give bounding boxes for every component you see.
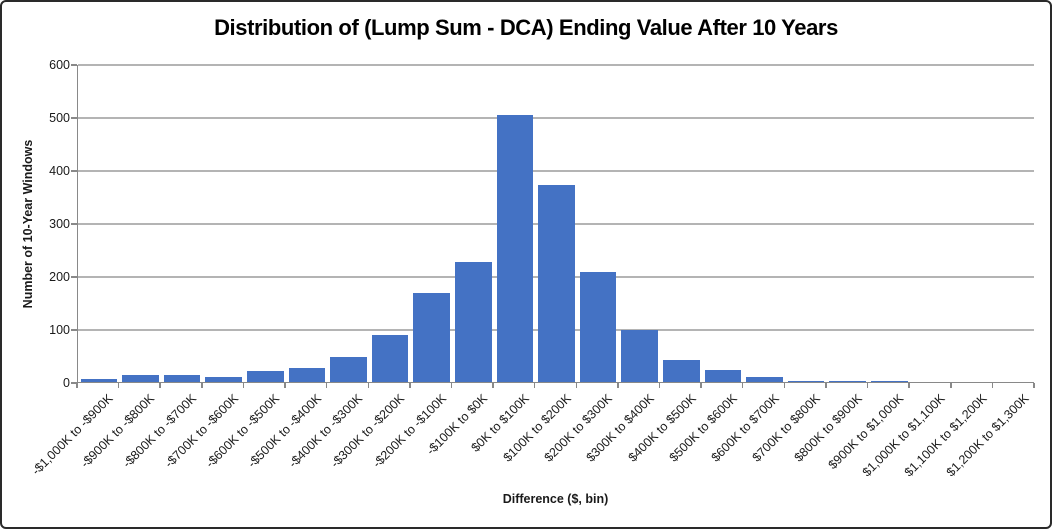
x-tick-label: -$400K to -$300K xyxy=(286,391,366,471)
x-tick-mark xyxy=(533,383,536,388)
gridline xyxy=(78,170,1034,172)
x-tick-mark xyxy=(450,383,453,388)
y-tick-label: 300 xyxy=(49,217,70,231)
x-tick-label: -$200K to -$100K xyxy=(369,391,449,471)
y-tick-mark xyxy=(71,117,77,119)
bar xyxy=(621,329,658,382)
x-tick-mark xyxy=(658,383,661,388)
bar xyxy=(496,114,534,382)
x-tick-mark xyxy=(367,383,369,388)
chart-title: Distribution of (Lump Sum - DCA) Ending … xyxy=(214,15,838,40)
bar xyxy=(538,185,575,382)
x-tick-label: -$500K to -$400K xyxy=(244,391,325,471)
x-tick-mark xyxy=(783,383,786,388)
x-tick-mark xyxy=(991,383,994,388)
x-tick-mark xyxy=(325,383,328,388)
y-tick-mark xyxy=(71,329,77,331)
x-tick-mark xyxy=(866,383,869,388)
x-tick-mark xyxy=(617,383,619,388)
x-tick-mark xyxy=(1033,383,1035,388)
y-tick-label: 400 xyxy=(49,164,70,178)
bar xyxy=(80,378,118,382)
x-tick-mark xyxy=(159,383,161,388)
x-tick-mark xyxy=(201,383,203,388)
x-tick-label: -$900K to -$800K xyxy=(78,391,158,471)
x-tick-label: $1,200K to $1,300K xyxy=(943,391,1032,480)
bar xyxy=(663,360,700,382)
y-tick-label: 100 xyxy=(49,323,70,337)
x-tick-mark xyxy=(908,383,910,388)
x-tick-label: $900K to $1,000K xyxy=(825,391,907,472)
x-tick-label: -$600K to -$500K xyxy=(203,391,283,471)
bar xyxy=(871,380,908,382)
x-tick-mark xyxy=(825,383,827,388)
y-tick-label: 600 xyxy=(49,58,70,72)
y-tick-mark xyxy=(71,170,77,172)
bar xyxy=(330,357,367,382)
x-tick-mark xyxy=(575,383,578,388)
bar xyxy=(787,380,825,382)
y-tick-label: 200 xyxy=(49,270,70,284)
x-tick-mark xyxy=(741,383,744,388)
x-tick-mark xyxy=(492,383,494,388)
bar xyxy=(829,380,867,382)
x-tick-mark xyxy=(117,383,120,388)
bar xyxy=(454,261,492,382)
y-tick-label: 500 xyxy=(49,111,70,125)
x-tick-mark xyxy=(700,383,702,388)
x-axis-title: Difference ($, bin) xyxy=(502,492,609,506)
y-tick-mark xyxy=(71,64,77,66)
bar xyxy=(122,375,159,382)
bar xyxy=(413,292,450,382)
bar xyxy=(288,368,326,382)
x-tick-label: -$800K to -$700K xyxy=(120,391,200,471)
gridline xyxy=(78,64,1034,66)
x-tick-label: -$700K to -$600K xyxy=(161,391,241,471)
bar xyxy=(371,334,409,382)
x-tick-mark xyxy=(409,383,411,388)
x-tick-mark xyxy=(950,383,952,388)
y-tick-mark xyxy=(71,276,77,278)
bar xyxy=(579,272,617,382)
y-tick-mark xyxy=(71,223,77,225)
bar xyxy=(163,375,201,382)
bar xyxy=(746,377,783,382)
bar xyxy=(246,371,284,382)
x-tick-mark xyxy=(284,383,286,388)
y-tick-label: 0 xyxy=(63,376,70,390)
y-tick-mark xyxy=(71,382,77,384)
gridline xyxy=(78,117,1034,119)
bar xyxy=(205,377,242,382)
x-tick-label: -$300K to -$200K xyxy=(328,391,408,471)
plot-area xyxy=(77,64,1034,383)
x-tick-mark xyxy=(76,383,78,388)
bar xyxy=(704,370,742,382)
x-tick-mark xyxy=(242,383,245,388)
